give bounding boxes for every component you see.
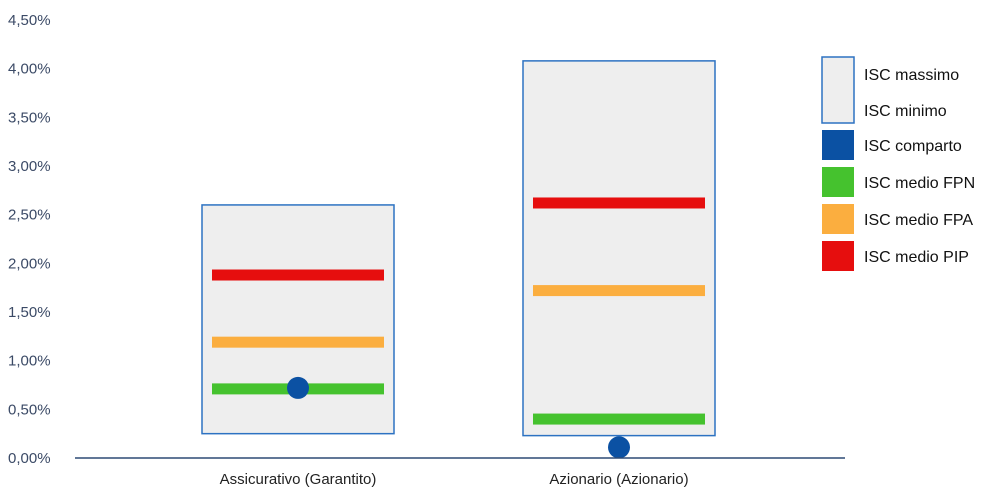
legend-swatch-isc-comparto: [822, 130, 854, 160]
legend-label-max: ISC massimo: [864, 67, 959, 84]
legend-label-isc-medio-fpa: ISC medio FPA: [864, 212, 973, 229]
legend-swatch-isc-medio-pip: [822, 241, 854, 271]
isc-medio-pip-bar: [533, 197, 705, 209]
isc-medio-fpn-bar: [533, 413, 705, 425]
legend: ISC massimo ISC minimo ISC comparto ISC med…: [821, 56, 975, 271]
y-tick-label: 1,50%: [8, 304, 51, 321]
x-category-label: Azionario (Azionario): [549, 471, 688, 488]
legend-label-isc-comparto: ISC comparto: [864, 138, 962, 155]
legend-swatch-range: [821, 56, 855, 124]
range-box: [522, 60, 716, 437]
x-axis-category-labels: Assicurativo (Garantito) Azionario (Azion…: [220, 471, 689, 488]
y-tick-label: 2,50%: [8, 207, 51, 224]
isc-medio-fpa-bar: [533, 285, 705, 297]
y-tick-label: 0,50%: [8, 401, 51, 418]
x-category-label: Assicurativo (Garantito): [220, 471, 377, 488]
legend-swatch-isc-medio-fpa: [822, 204, 854, 234]
y-tick-label: 3,50%: [8, 109, 51, 126]
series-markers: [212, 197, 705, 459]
range-boxes: [201, 60, 716, 437]
legend-label-isc-medio-fpn: ISC medio FPN: [864, 175, 975, 192]
range-box: [201, 204, 395, 435]
y-tick-label: 2,00%: [8, 255, 51, 272]
legend-label-min: ISC minimo: [864, 103, 947, 120]
legend-swatch-isc-medio-fpn: [822, 167, 854, 197]
isc-comparto-point: [287, 376, 309, 399]
legend-label-isc-medio-pip: ISC medio PIP: [864, 249, 969, 266]
isc-medio-fpa-bar: [212, 336, 384, 348]
y-tick-label: 3,00%: [8, 158, 51, 175]
y-axis-ticks: 0,00% 0,50% 1,00% 1,50% 2,00% 2,50% 3,00% 3,50%…: [8, 12, 51, 467]
y-tick-label: 0,00%: [8, 450, 51, 467]
y-tick-label: 1,00%: [8, 353, 51, 370]
isc-comparto-point: [608, 436, 630, 459]
y-tick-label: 4,00%: [8, 61, 51, 78]
y-tick-label: 4,50%: [8, 12, 51, 29]
isc-medio-pip-bar: [212, 269, 384, 281]
